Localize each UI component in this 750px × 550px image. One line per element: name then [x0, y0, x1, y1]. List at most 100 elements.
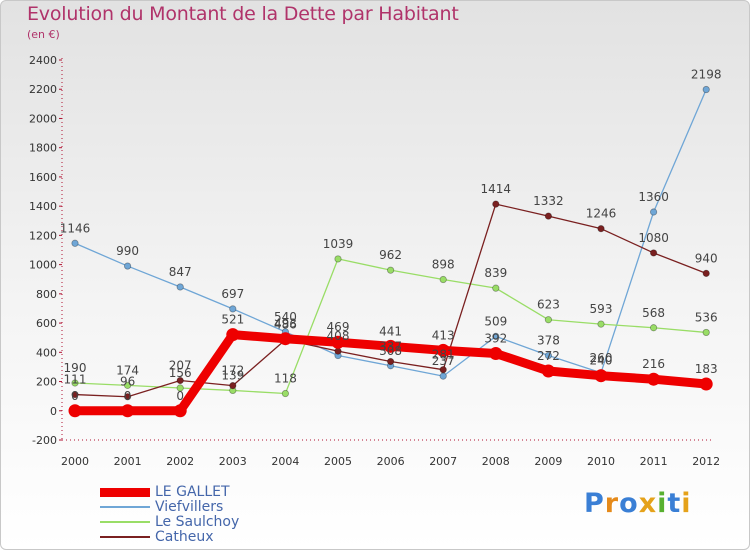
data-label-catheux: 408 [327, 329, 350, 343]
data-label-viefvillers: 1146 [60, 221, 91, 235]
data-label-catheux: 1080 [638, 231, 669, 245]
data-point-viefvillers [124, 262, 132, 270]
data-label-viefvillers: 540 [274, 310, 297, 324]
legend-swatch [100, 536, 150, 538]
data-point-catheux [439, 366, 447, 374]
data-label-le-gallet: 216 [642, 357, 665, 371]
legend-swatch [100, 506, 150, 508]
data-label-le-saulchoy: 568 [642, 306, 665, 320]
y-tick-label: 800 [36, 288, 57, 301]
data-label-le-saulchoy: 839 [484, 266, 507, 280]
data-label-catheux: 337 [379, 340, 402, 354]
data-label-le-gallet: 521 [221, 313, 244, 327]
data-point-viefvillers [439, 372, 447, 380]
data-point-le-gallet [699, 377, 713, 391]
data-point-le-saulchoy [439, 275, 447, 284]
data-point-le-gallet [436, 343, 450, 357]
data-point-catheux [649, 249, 658, 257]
legend-item-catheux: Catheux [100, 529, 360, 545]
legend-label: Viefvillers [155, 499, 224, 515]
data-point-le-saulchoy [649, 324, 658, 332]
x-tick-label: 2012 [692, 455, 720, 468]
x-tick-label: 2004 [271, 455, 299, 468]
data-point-viefvillers [71, 239, 79, 247]
data-point-catheux [71, 390, 79, 399]
data-label-le-gallet: 441 [379, 324, 402, 338]
data-point-catheux [176, 376, 184, 385]
data-point-catheux [702, 269, 710, 277]
data-label-le-gallet: 392 [484, 331, 507, 345]
proxiti-logo: Proxiti [584, 488, 692, 519]
data-label-catheux: 940 [695, 251, 718, 265]
y-tick-label: -200 [32, 434, 57, 447]
data-label-viefvillers: 847 [169, 265, 192, 279]
data-point-catheux [386, 357, 395, 366]
data-point-le-gallet [121, 404, 135, 418]
x-tick-label: 2003 [219, 455, 247, 468]
data-label-le-gallet: 240 [590, 354, 613, 368]
data-label-catheux: 96 [120, 375, 135, 389]
data-point-viefvillers [492, 332, 500, 340]
logo-letter: o [619, 488, 639, 519]
data-point-le-gallet [68, 404, 82, 418]
data-label-viefvillers: 378 [537, 334, 560, 348]
data-label-catheux: 486 [274, 318, 297, 332]
data-label-viefvillers: 509 [484, 314, 507, 328]
data-point-le-gallet [173, 404, 187, 418]
data-point-viefvillers [702, 85, 710, 94]
data-point-le-gallet [384, 339, 398, 353]
y-tick-label: 2000 [29, 112, 57, 125]
y-tick-label: 2200 [29, 83, 57, 96]
legend-label: Le Saulchoy [155, 514, 240, 530]
legend-label: Catheux [155, 529, 214, 545]
data-label-le-gallet: 469 [327, 320, 350, 334]
data-point-le-gallet [647, 372, 661, 386]
data-point-le-saulchoy [281, 389, 289, 398]
x-tick-label: 2000 [61, 455, 89, 468]
data-label-le-saulchoy: 1039 [323, 237, 354, 251]
logo-letter: r [604, 488, 620, 519]
x-tick-label: 2008 [482, 455, 510, 468]
data-point-catheux [544, 212, 553, 220]
data-point-le-saulchoy [176, 384, 184, 392]
data-label-le-saulchoy: 174 [116, 363, 139, 377]
y-tick-label: 400 [36, 346, 57, 359]
x-tick-label: 2009 [534, 455, 562, 468]
data-label-le-saulchoy: 623 [537, 298, 560, 312]
data-label-le-gallet: 272 [537, 349, 560, 363]
data-point-le-saulchoy [597, 320, 605, 328]
chart-title: Evolution du Montant de la Dette par Hab… [27, 3, 459, 25]
x-tick-label: 2010 [587, 455, 615, 468]
data-label-catheux: 1414 [481, 182, 512, 196]
data-point-le-saulchoy [544, 316, 553, 324]
y-tick-label: 1600 [29, 171, 57, 184]
data-point-le-gallet [541, 364, 555, 378]
data-label-le-saulchoy: 118 [274, 372, 297, 386]
data-point-viefvillers [544, 351, 553, 360]
y-tick-label: 1200 [29, 229, 57, 242]
data-label-catheux: 281 [432, 348, 455, 362]
x-tick-label: 2001 [114, 455, 142, 468]
data-point-le-gallet [331, 335, 345, 349]
y-tick-label: 200 [36, 376, 57, 389]
data-label-viefvillers: 2198 [691, 68, 722, 82]
y-tick-label: 2400 [29, 54, 57, 67]
data-point-le-saulchoy [702, 328, 710, 337]
x-tick-label: 2011 [640, 455, 668, 468]
data-label-catheux: 172 [221, 364, 244, 378]
data-label-le-saulchoy: 536 [695, 310, 718, 324]
data-label-le-saulchoy: 190 [64, 361, 87, 375]
data-label-le-gallet: 0 [176, 389, 184, 403]
data-label-le-gallet: 493 [274, 317, 297, 331]
data-label-le-gallet: 0 [71, 389, 79, 403]
legend-swatch [100, 488, 150, 497]
data-point-le-saulchoy [71, 379, 79, 387]
data-label-viefvillers: 260 [590, 351, 613, 365]
data-label-le-saulchoy: 962 [379, 248, 402, 262]
chart-legend: LE GALLET Viefvillers Le Saulchoy Catheux [100, 484, 360, 545]
y-tick-label: 0 [50, 405, 57, 418]
data-label-viefvillers: 308 [379, 344, 402, 358]
data-point-le-gallet [226, 328, 240, 342]
